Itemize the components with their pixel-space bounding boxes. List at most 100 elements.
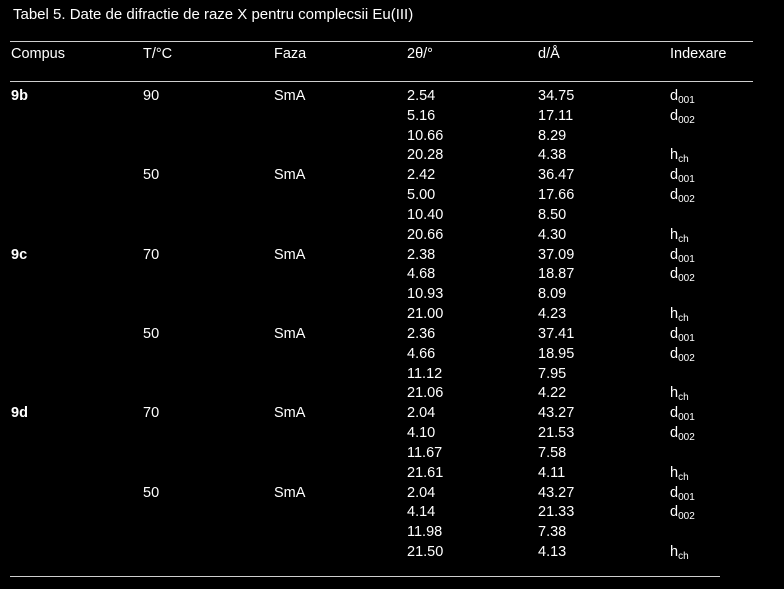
cell-theta: 2.54 bbox=[407, 88, 436, 104]
indexare-subscript: ch bbox=[678, 154, 689, 165]
indexare-subscript: ch bbox=[678, 472, 689, 483]
table-caption: Tabel 5. Date de difractie de raze X pen… bbox=[13, 6, 414, 23]
indexare-subscript: ch bbox=[678, 551, 689, 562]
indexare-symbol: d bbox=[670, 88, 679, 104]
cell-indexare: d001 bbox=[670, 87, 695, 106]
cell-temp: 90 bbox=[143, 88, 160, 104]
bottom-rule bbox=[10, 576, 720, 577]
cell-indexare: d001 bbox=[670, 246, 695, 265]
indexare-symbol: h bbox=[670, 147, 679, 163]
cell-compus: 9d bbox=[11, 405, 28, 421]
cell-d: 8.09 bbox=[538, 286, 567, 302]
header-faza: Faza bbox=[274, 46, 307, 62]
cell-temp: 50 bbox=[143, 485, 160, 501]
cell-theta: 4.10 bbox=[407, 425, 436, 441]
cell-d: 4.30 bbox=[538, 227, 567, 243]
cell-indexare: d001 bbox=[670, 404, 695, 423]
cell-indexare: d002 bbox=[670, 107, 695, 126]
cell-indexare: d002 bbox=[670, 265, 695, 284]
cell-d: 17.11 bbox=[538, 108, 574, 124]
indexare-subscript: 002 bbox=[678, 194, 695, 205]
cell-d: 43.27 bbox=[538, 485, 575, 501]
indexare-symbol: h bbox=[670, 227, 679, 243]
indexare-subscript: ch bbox=[678, 392, 689, 403]
indexare-symbol: d bbox=[670, 266, 679, 282]
cell-d: 7.95 bbox=[538, 366, 567, 382]
cell-theta: 21.50 bbox=[407, 544, 444, 560]
header-theta: 2θ/° bbox=[407, 46, 433, 62]
indexare-subscript: 002 bbox=[678, 432, 695, 443]
indexare-symbol: d bbox=[670, 247, 679, 263]
cell-indexare: hch bbox=[670, 146, 689, 165]
indexare-subscript: 001 bbox=[678, 333, 695, 344]
cell-d: 4.22 bbox=[538, 385, 567, 401]
cell-d: 4.38 bbox=[538, 147, 567, 163]
indexare-symbol: d bbox=[670, 346, 679, 362]
cell-d: 17.66 bbox=[538, 187, 575, 203]
indexare-symbol: h bbox=[670, 544, 679, 560]
cell-indexare: d001 bbox=[670, 166, 695, 185]
header-rule bbox=[10, 81, 753, 82]
cell-d: 36.47 bbox=[538, 167, 575, 183]
indexare-subscript: 001 bbox=[678, 174, 695, 185]
cell-theta: 21.06 bbox=[407, 385, 444, 401]
header-compus: Compus bbox=[11, 46, 65, 62]
cell-indexare: d001 bbox=[670, 325, 695, 344]
cell-faza: SmA bbox=[274, 247, 306, 263]
cell-d: 4.11 bbox=[538, 465, 566, 481]
cell-indexare: hch bbox=[670, 226, 689, 245]
cell-temp: 70 bbox=[143, 405, 160, 421]
cell-d: 43.27 bbox=[538, 405, 575, 421]
cell-indexare: d001 bbox=[670, 484, 695, 503]
indexare-symbol: d bbox=[670, 485, 679, 501]
indexare-symbol: d bbox=[670, 405, 679, 421]
cell-theta: 11.98 bbox=[407, 524, 443, 540]
cell-theta: 10.93 bbox=[407, 286, 444, 302]
cell-theta: 21.61 bbox=[407, 465, 444, 481]
cell-theta: 11.67 bbox=[407, 445, 443, 461]
cell-faza: SmA bbox=[274, 167, 306, 183]
cell-d: 8.50 bbox=[538, 207, 567, 223]
header-indexare: Indexare bbox=[670, 46, 727, 62]
cell-theta: 2.04 bbox=[407, 405, 436, 421]
cell-d: 37.41 bbox=[538, 326, 575, 342]
cell-indexare: hch bbox=[670, 464, 689, 483]
cell-indexare: hch bbox=[670, 384, 689, 403]
cell-theta: 10.66 bbox=[407, 128, 444, 144]
indexare-symbol: h bbox=[670, 385, 679, 401]
cell-faza: SmA bbox=[274, 485, 306, 501]
indexare-symbol: d bbox=[670, 326, 679, 342]
cell-theta: 4.68 bbox=[407, 266, 436, 282]
indexare-subscript: 002 bbox=[678, 115, 695, 126]
cell-d: 34.75 bbox=[538, 88, 575, 104]
cell-theta: 2.42 bbox=[407, 167, 436, 183]
cell-indexare: d002 bbox=[670, 186, 695, 205]
cell-theta: 4.66 bbox=[407, 346, 436, 362]
top-rule bbox=[10, 41, 753, 42]
cell-theta: 20.28 bbox=[407, 147, 444, 163]
cell-indexare: hch bbox=[670, 543, 689, 562]
cell-d: 4.13 bbox=[538, 544, 567, 560]
cell-theta: 5.16 bbox=[407, 108, 436, 124]
cell-theta: 11.12 bbox=[407, 366, 443, 382]
indexare-symbol: d bbox=[670, 108, 679, 124]
cell-d: 37.09 bbox=[538, 247, 575, 263]
header-d: d/Å bbox=[538, 46, 560, 62]
header-temp: T/°C bbox=[143, 46, 173, 62]
cell-theta: 2.36 bbox=[407, 326, 436, 342]
cell-indexare: hch bbox=[670, 305, 689, 324]
cell-d: 21.53 bbox=[538, 425, 575, 441]
indexare-symbol: h bbox=[670, 465, 679, 481]
cell-d: 4.23 bbox=[538, 306, 567, 322]
cell-theta: 21.00 bbox=[407, 306, 444, 322]
cell-faza: SmA bbox=[274, 326, 306, 342]
cell-theta: 5.00 bbox=[407, 187, 436, 203]
cell-temp: 50 bbox=[143, 326, 160, 342]
indexare-subscript: ch bbox=[678, 234, 689, 245]
indexare-symbol: d bbox=[670, 167, 679, 183]
indexare-symbol: d bbox=[670, 504, 679, 520]
indexare-subscript: 001 bbox=[678, 254, 695, 265]
cell-indexare: d002 bbox=[670, 345, 695, 364]
indexare-subscript: 002 bbox=[678, 511, 695, 522]
indexare-subscript: 001 bbox=[678, 95, 695, 106]
